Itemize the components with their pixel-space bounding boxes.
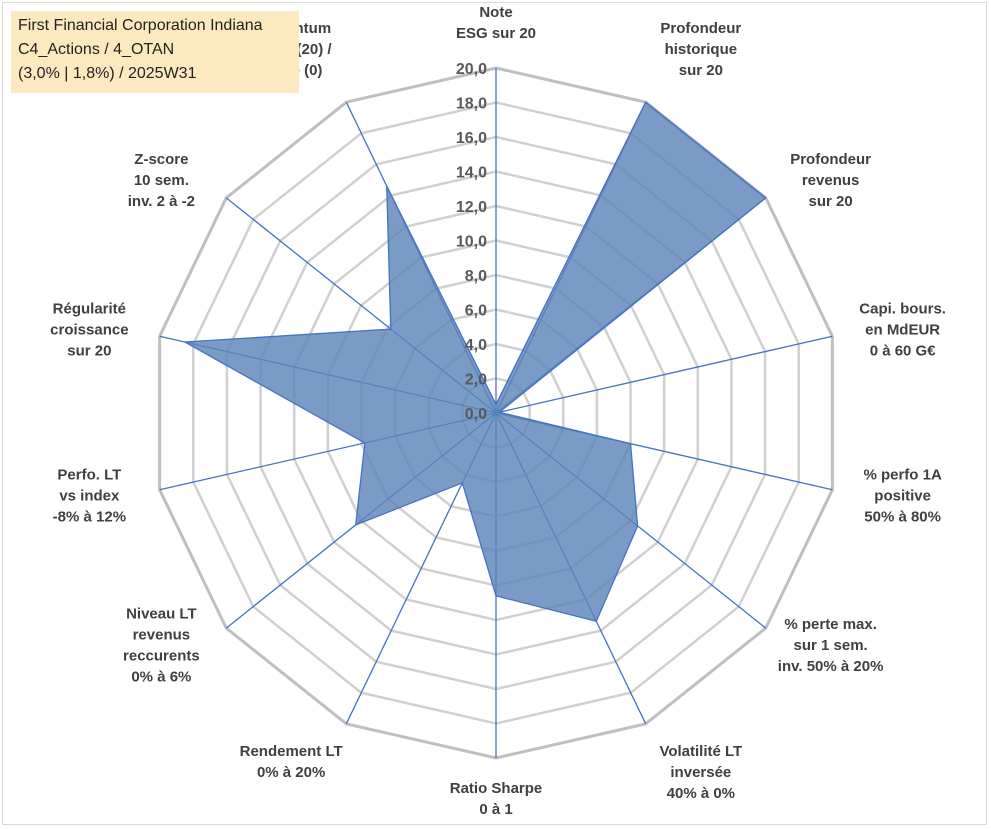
series-area <box>182 101 767 623</box>
tick-label: 18,0 <box>456 96 487 113</box>
tick-label: 0,0 <box>465 406 487 423</box>
axis-label: Volatilité LT inversée 40% à 0% <box>659 743 742 802</box>
radar-tick-labels: 0,0 2,0 4,0 6,0 8,0 10,0 12,0 14,0 16,0 18,0 20,0 <box>456 61 487 423</box>
axis-label: Note ESG sur 20 <box>456 4 536 42</box>
axis-label: % perfo 1A positive 50% à 80% <box>863 467 942 526</box>
title-category: C4_Actions / 4_OTAN <box>18 41 175 58</box>
title-box: First Financial Corporation Indiana C4_A… <box>11 11 299 93</box>
title-stats: (3,0% | 1,8%) / 2025W31 <box>18 65 197 82</box>
axis-label: Profondeur revenus sur 20 <box>790 151 871 210</box>
tick-label: 20,0 <box>456 61 487 78</box>
axis-label: Z-score 10 sem. inv. 2 à -2 <box>128 151 195 210</box>
tick-label: 6,0 <box>465 303 487 320</box>
tick-label: 12,0 <box>456 199 487 216</box>
title-company: First Financial Corporation Indiana <box>18 17 263 34</box>
axis-label: Régularité croissance sur 20 <box>50 300 128 359</box>
tick-label: 16,0 <box>456 130 487 147</box>
axis-label: Ratio Sharpe 0 à 1 <box>450 780 543 818</box>
axis-label: % perte max. sur 1 sem. inv. 50% à 20% <box>778 616 884 675</box>
tick-label: 10,0 <box>456 234 487 251</box>
tick-label: 8,0 <box>465 268 487 285</box>
tick-label: 2,0 <box>465 372 487 389</box>
radar-series <box>182 101 767 623</box>
tick-label: 14,0 <box>456 165 487 182</box>
axis-label: Profondeur historique sur 20 <box>660 20 741 79</box>
axis-label: Rendement LT 0% à 20% <box>240 743 343 781</box>
axis-spoke <box>495 335 833 414</box>
axis-label: Niveau LT revenus reccurents 0% à 6% <box>123 606 200 686</box>
radar-axis-labels: Note ESG sur 20 Profondeur historique sur 20… <box>50 4 946 818</box>
tick-label: 4,0 <box>465 337 487 354</box>
axis-label: Capi. bours. en MdEUR 0 à 60 G€ <box>859 300 946 359</box>
axis-label: Perfo. LT vs index -8% à 12% <box>53 467 126 526</box>
